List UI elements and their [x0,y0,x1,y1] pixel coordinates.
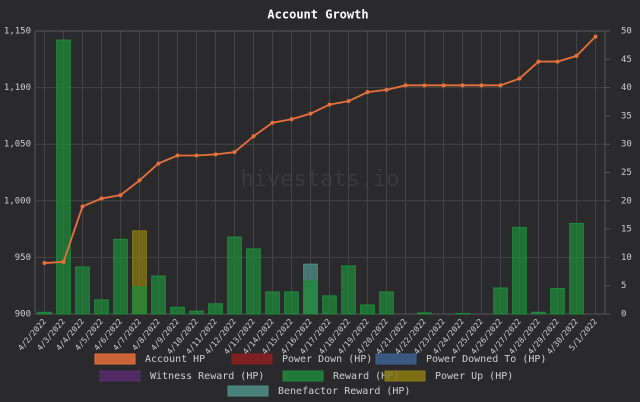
point [175,153,180,158]
y-tick-label: 1,100 [4,83,31,93]
bar [341,265,356,315]
bar [227,236,242,315]
point [80,204,85,209]
y2-tick-label: 50 [621,27,632,37]
point [308,111,313,116]
legend-label: Reward (HP) [333,371,399,382]
bar [379,291,394,315]
bar [493,287,508,315]
point [289,117,294,122]
y-tick-label: 900 [15,310,31,320]
bar [56,39,71,315]
legend-swatch [94,353,136,365]
point [574,53,579,58]
bar [360,304,375,315]
y-tick-label: 950 [15,253,31,263]
point [593,34,598,39]
bar [512,226,527,315]
bar [208,303,223,315]
legend-swatch [375,353,417,365]
chart-title: Account Growth [267,8,368,22]
y2-tick-label: 0 [621,310,626,320]
y2-tick-label: 45 [621,55,632,65]
point [213,152,218,157]
legend-swatch [99,370,141,382]
point [137,178,142,183]
bar [246,248,261,315]
y2-tick-label: 5 [621,281,626,291]
point [441,83,446,88]
y2-tick-label: 10 [621,253,632,263]
bar [75,266,90,315]
y2-tick-label: 30 [621,140,632,150]
y2-tick-label: 20 [621,196,632,206]
y2-tick-label: 40 [621,83,632,93]
point [118,193,123,198]
bar [322,295,337,315]
bar [94,299,109,315]
point [536,59,541,64]
point [479,83,484,88]
legend-swatch [384,370,426,382]
point [517,76,522,81]
bar [132,286,147,315]
point [251,134,256,139]
legend-label: Power Downed To (HP) [426,354,546,365]
point [422,83,427,88]
point [403,83,408,88]
point [384,87,389,92]
bar [531,311,546,315]
bar [113,238,128,315]
bar [417,312,432,315]
bar [189,310,204,315]
bar [265,291,280,315]
y-tick-label: 1,150 [4,27,31,37]
bar [170,306,185,315]
point [555,59,560,64]
bar [455,312,470,315]
point [346,99,351,104]
legend-label: Power Down (HP) [282,354,372,365]
point [42,261,47,266]
bar [37,311,52,315]
legend-swatch [227,385,269,397]
bar [151,275,166,315]
legend-swatch [231,353,273,365]
bar [569,222,584,315]
point [194,153,199,158]
point [156,161,161,166]
point [61,259,66,264]
legend-swatch [282,370,324,382]
point [232,150,237,155]
bar [284,291,299,315]
y2-tick-label: 15 [621,225,632,235]
legend-label: Power Up (HP) [435,371,513,382]
bar [303,280,318,315]
watermark: hivestats.io [241,167,400,192]
legend-label: Account HP [145,354,205,365]
legend-label: Benefactor Reward (HP) [278,386,410,397]
point [365,90,370,95]
point [327,102,332,107]
line [44,36,597,264]
point [498,83,503,88]
y-tick-label: 1,000 [4,196,31,206]
bar [550,288,565,315]
point [460,83,465,88]
legend-label: Witness Reward (HP) [150,371,264,382]
plot-border [34,30,606,315]
y-tick-label: 1,050 [4,140,31,150]
y2-tick-label: 35 [621,111,632,121]
point [99,196,104,201]
y2-tick-label: 25 [621,168,632,178]
point [270,120,275,125]
